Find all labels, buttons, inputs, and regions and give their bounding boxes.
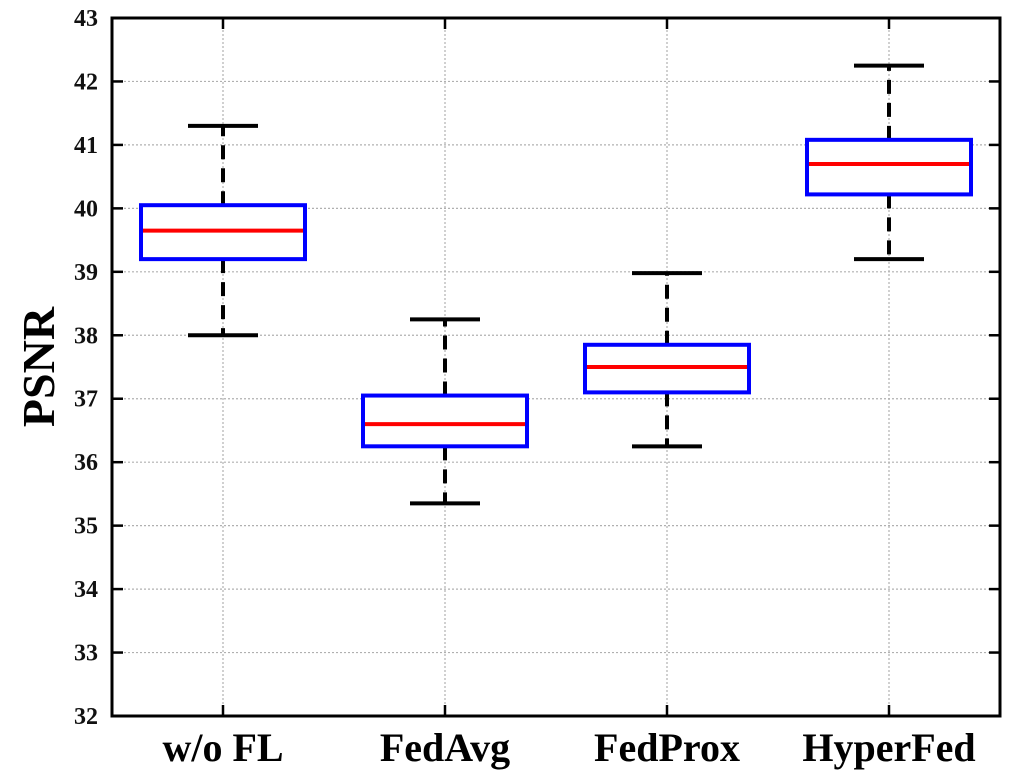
x-category-label: HyperFed xyxy=(802,725,975,770)
y-tick-label: 34 xyxy=(74,577,98,603)
interquartile-box xyxy=(805,137,973,197)
x-category-label: FedProx xyxy=(594,725,740,770)
box-w-o-fl xyxy=(139,123,307,338)
y-axis-label: PSNR xyxy=(13,306,64,427)
box-fedavg xyxy=(361,317,529,506)
axis-ticks: 32 33 34 35 36 37 38 39 40 41 42 43 w/o FL FedAvg FedP… xyxy=(74,6,1000,770)
y-tick-label: 42 xyxy=(74,69,98,95)
y-tick-label: 32 xyxy=(74,704,98,730)
box-fedprox xyxy=(583,271,751,449)
plot-area-frame xyxy=(110,16,1002,718)
y-tick-label: 39 xyxy=(74,260,98,286)
y-tick-label: 33 xyxy=(74,641,98,667)
y-tick-label: 38 xyxy=(74,323,98,349)
grid-lines xyxy=(112,17,1000,717)
box-hyperfed xyxy=(805,63,973,262)
y-tick-label: 37 xyxy=(74,387,98,413)
y-tick-label: 41 xyxy=(74,133,98,159)
y-tick-label: 43 xyxy=(74,6,98,32)
boxes-layer xyxy=(139,63,973,506)
x-category-label: FedAvg xyxy=(380,725,510,770)
interquartile-box xyxy=(361,393,529,449)
y-tick-label: 36 xyxy=(74,450,98,476)
x-category-label: w/o FL xyxy=(162,725,283,770)
y-tick-label: 40 xyxy=(74,196,98,222)
y-tick-label: 35 xyxy=(74,514,98,540)
